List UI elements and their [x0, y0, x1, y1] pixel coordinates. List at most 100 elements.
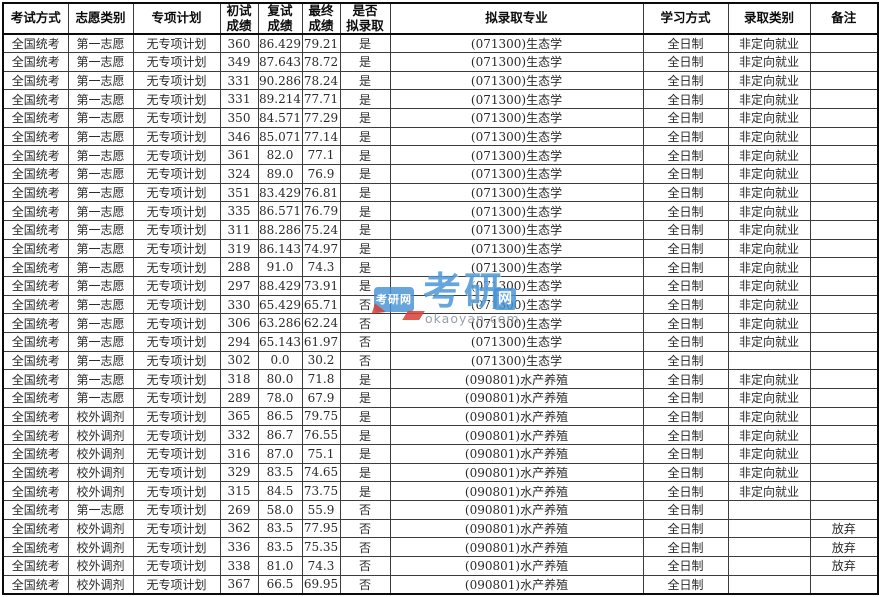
column-header-final_score: 最终 成绩 [301, 2, 341, 35]
cell-final_score: 61.97 [301, 332, 341, 352]
column-header-admitted: 是否 拟录取 [339, 2, 391, 35]
cell-final_score: 69.95 [301, 574, 341, 595]
cell-exam_method: 全国统考 [2, 276, 69, 296]
cell-admission_category: 非定向就业 [727, 33, 811, 54]
cell-exam_method: 全国统考 [2, 145, 69, 166]
cell-final_score: 79.21 [301, 33, 341, 54]
cell-initial_score: 335 [219, 201, 259, 222]
cell-admitted: 否 [339, 518, 391, 539]
cell-initial_score: 318 [219, 369, 259, 389]
cell-major: (071300)生态学 [389, 182, 644, 203]
cell-major: (090801)水产养殖 [389, 537, 644, 557]
cell-study_mode: 全日制 [642, 33, 729, 54]
cell-study_mode: 全日制 [642, 238, 729, 259]
cell-special_plan: 无专项计划 [132, 89, 221, 110]
table-row: 全国统考 第一志愿 无专项计划 318 80.0 71.8 是 (090801)水产养殖 全日制… [2, 369, 879, 389]
cell-retest_score: 83.5 [257, 518, 303, 539]
cell-special_plan: 无专项计划 [132, 481, 221, 501]
cell-exam_method: 全国统考 [2, 182, 69, 203]
cell-retest_score: 65.143 [257, 332, 303, 352]
cell-exam_method: 全国统考 [2, 33, 69, 54]
cell-exam_method: 全国统考 [2, 518, 69, 539]
cell-retest_score: 88.429 [257, 276, 303, 296]
table-row: 全国统考 校外调剂 无专项计划 336 83.5 75.35 否 (090801)水产养殖 全日… [2, 537, 879, 557]
cell-admission_category: 非定向就业 [727, 294, 811, 315]
cell-remarks [809, 52, 879, 72]
cell-admission_category: 非定向就业 [727, 126, 811, 147]
cell-study_mode: 全日制 [642, 481, 729, 501]
cell-special_plan: 无专项计划 [132, 537, 221, 557]
cell-initial_score: 349 [219, 52, 259, 72]
table-row: 全国统考 第一志愿 无专项计划 331 89.214 77.71 是 (071300)生态学全… [2, 89, 879, 110]
cell-major: (071300)生态学 [389, 257, 644, 278]
table-row: 全国统考 校外调剂 无专项计划 332 86.7 76.55 是 (090801)水产养殖 全日… [2, 425, 879, 445]
cell-retest_score: 83.5 [257, 462, 303, 483]
column-header-initial_score: 初试 成绩 [219, 2, 259, 35]
cell-remarks: 放弃 [809, 518, 879, 539]
cell-admission_category: 非定向就业 [727, 462, 811, 483]
cell-admission_category: 非定向就业 [727, 481, 811, 501]
cell-special_plan: 无专项计划 [132, 182, 221, 203]
cell-final_score: 55.9 [301, 499, 341, 520]
cell-initial_score: 350 [219, 108, 259, 128]
cell-final_score: 77.71 [301, 89, 341, 110]
cell-special_plan: 无专项计划 [132, 201, 221, 222]
column-header-study_mode: 学习方式 [642, 2, 729, 35]
cell-admitted: 否 [339, 499, 391, 520]
header-row: 考试方式 志愿类别 专项计划 初试 成绩 复试 成绩 最终 成绩 是否 拟录取 拟录取专业 学习… [2, 2, 879, 35]
cell-volunteer_type: 校外调剂 [67, 462, 134, 483]
cell-retest_score: 86.7 [257, 425, 303, 445]
cell-retest_score: 58.0 [257, 499, 303, 520]
cell-admitted: 是 [339, 276, 391, 296]
cell-initial_score: 302 [219, 350, 259, 371]
cell-retest_score: 89.214 [257, 89, 303, 110]
cell-admission_category: 非定向就业 [727, 182, 811, 203]
cell-retest_score: 83.5 [257, 537, 303, 557]
cell-major: (090801)水产养殖 [389, 406, 644, 427]
cell-remarks [809, 406, 879, 427]
cell-exam_method: 全国统考 [2, 537, 69, 557]
cell-remarks [809, 499, 879, 520]
table-row: 全国统考 第一志愿 无专项计划 346 85.071 77.14 是 (071300)生态学全… [2, 126, 879, 147]
cell-special_plan: 无专项计划 [132, 350, 221, 371]
cell-initial_score: 361 [219, 145, 259, 166]
cell-major: (071300)生态学 [389, 33, 644, 54]
cell-exam_method: 全国统考 [2, 387, 69, 408]
cell-exam_method: 全国统考 [2, 369, 69, 389]
cell-study_mode: 全日制 [642, 574, 729, 595]
cell-volunteer_type: 校外调剂 [67, 537, 134, 557]
cell-exam_method: 全国统考 [2, 220, 69, 240]
cell-admitted: 是 [339, 443, 391, 464]
cell-initial_score: 319 [219, 238, 259, 259]
cell-admitted: 否 [339, 332, 391, 352]
cell-final_score: 74.3 [301, 555, 341, 576]
cell-study_mode: 全日制 [642, 52, 729, 72]
column-header-exam_method: 考试方式 [2, 2, 69, 35]
table-row: 全国统考 第一志愿 无专项计划 349 87.643 78.72 是 (071300)生态学全… [2, 52, 879, 72]
cell-final_score: 74.97 [301, 238, 341, 259]
cell-retest_score: 90.286 [257, 70, 303, 91]
table-row: 全国统考 第一志愿 无专项计划 311 88.286 75.24 是 (071300)生态学全… [2, 220, 879, 240]
cell-volunteer_type: 第一志愿 [67, 499, 134, 520]
cell-retest_score: 91.0 [257, 257, 303, 278]
cell-remarks [809, 33, 879, 54]
cell-major: (071300)生态学 [389, 89, 644, 110]
cell-special_plan: 无专项计划 [132, 33, 221, 54]
cell-initial_score: 329 [219, 462, 259, 483]
cell-admitted: 是 [339, 108, 391, 128]
cell-admission_category: 非定向就业 [727, 387, 811, 408]
cell-special_plan: 无专项计划 [132, 518, 221, 539]
cell-special_plan: 无专项计划 [132, 238, 221, 259]
cell-admitted: 是 [339, 406, 391, 427]
table-body: 全国统考 第一志愿 无专项计划 360 86.429 79.21 是 (071300)生态学全… [2, 33, 879, 595]
cell-retest_score: 66.5 [257, 574, 303, 595]
cell-study_mode: 全日制 [642, 518, 729, 539]
cell-study_mode: 全日制 [642, 108, 729, 128]
cell-study_mode: 全日制 [642, 406, 729, 427]
cell-volunteer_type: 第一志愿 [67, 145, 134, 166]
cell-remarks [809, 257, 879, 278]
cell-retest_score: 87.0 [257, 443, 303, 464]
cell-final_score: 73.91 [301, 276, 341, 296]
cell-exam_method: 全国统考 [2, 201, 69, 222]
